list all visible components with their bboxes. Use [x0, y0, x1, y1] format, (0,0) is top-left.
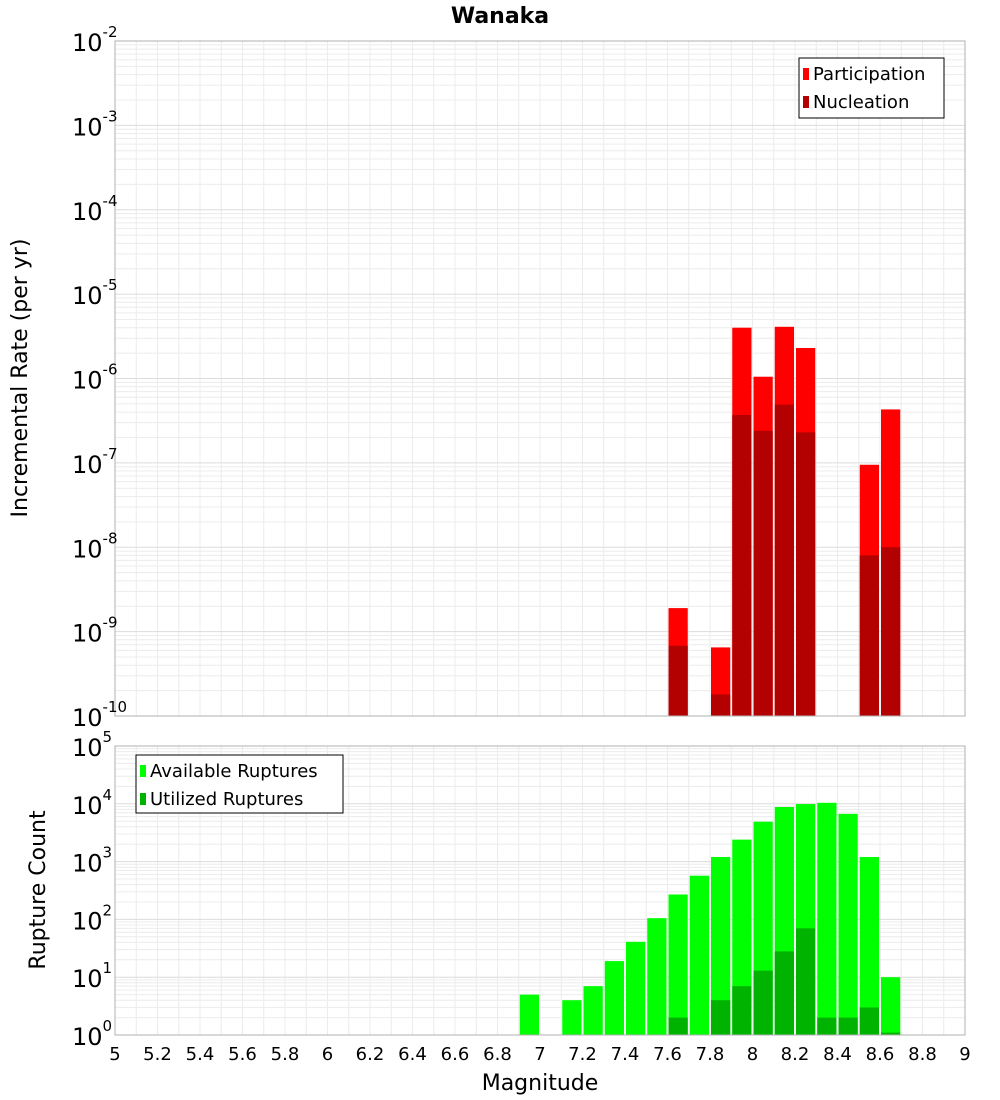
x-tick-label: 6.6 [441, 1044, 470, 1065]
y-tick-label: 102 [72, 901, 112, 935]
count-utilized-ruptures-bar [753, 970, 773, 1035]
y-tick-label: 10-3 [72, 107, 118, 141]
legend-box [135, 754, 344, 814]
x-tick-label: 7.6 [653, 1044, 682, 1065]
top-y-axis-label: Incremental Rate (per yr) [8, 239, 33, 518]
x-tick-label: 8 [747, 1044, 758, 1065]
y-tick-label: 103 [72, 844, 112, 878]
count-utilized-ruptures-bar [796, 928, 816, 1035]
legend-box [798, 57, 945, 119]
count-available-ruptures-bar [562, 1000, 582, 1035]
count-utilized-ruptures-bar [881, 1032, 901, 1035]
x-axis-label: Magnitude [482, 1071, 599, 1096]
legend-label: Utilized Ruptures [150, 789, 303, 810]
y-tick-label: 10-2 [72, 23, 118, 57]
x-tick-label: 8.6 [866, 1044, 895, 1065]
count-available-ruptures-bar [604, 961, 624, 1035]
count-utilized-ruptures-bar [732, 986, 752, 1035]
count-available-ruptures-bar [881, 977, 901, 1035]
rate-nucleation-bar [796, 432, 816, 716]
x-tick-label: 5.6 [228, 1044, 257, 1065]
x-tick-label: 9 [959, 1044, 970, 1065]
rate-nucleation-bar [711, 694, 731, 716]
y-tick-label: 10-10 [72, 698, 127, 732]
x-tick-label: 6.4 [398, 1044, 427, 1065]
rate-nucleation-bar [753, 430, 773, 716]
x-tick-label: 7.8 [696, 1044, 725, 1065]
count-utilized-ruptures-bar [859, 1007, 879, 1035]
count-available-ruptures-bar [626, 941, 646, 1035]
count-available-ruptures-bar [859, 857, 879, 1035]
x-tick-label: 7 [534, 1044, 545, 1065]
legend-label: Available Ruptures [150, 761, 318, 782]
x-tick-label: 5.8 [271, 1044, 300, 1065]
legend-2: Available Ruptures Utilized Ruptures [135, 754, 344, 814]
plot-frame-1 [114, 40, 966, 717]
legend-1: Participation Nucleation [798, 57, 945, 119]
x-tick-label: 7.2 [568, 1044, 597, 1065]
x-tick-label: 7.4 [611, 1044, 640, 1065]
x-tick-label: 5.4 [186, 1044, 215, 1065]
count-available-ruptures-bar [668, 894, 688, 1035]
x-tick-label: 8.2 [781, 1044, 810, 1065]
y-tick-label: 10-7 [72, 445, 118, 479]
rate-nucleation-bar [668, 645, 688, 716]
count-available-ruptures-bar [817, 802, 837, 1035]
count-utilized-ruptures-bar [774, 951, 794, 1035]
x-tick-label: 5.2 [143, 1044, 172, 1065]
y-tick-label: 10-8 [72, 529, 118, 563]
count-utilized-ruptures-bar [817, 1017, 837, 1035]
y-tick-label: 10-9 [72, 614, 118, 648]
y-tick-label: 10-6 [72, 361, 118, 395]
y-tick-label: 105 [72, 728, 112, 762]
count-available-ruptures-bar [689, 875, 709, 1035]
count-utilized-ruptures-bar [838, 1017, 858, 1035]
y-tick-label: 104 [72, 786, 112, 820]
plot-frame-2 [114, 745, 966, 1036]
legend-label: Nucleation [813, 92, 909, 113]
rate-nucleation-bar [774, 404, 794, 716]
legend-swatch [140, 765, 146, 777]
x-tick-label: 6.8 [483, 1044, 512, 1065]
rate-nucleation-bar [881, 547, 901, 716]
rate-nucleation-bar [732, 414, 752, 716]
count-available-ruptures-bar [519, 994, 539, 1035]
count-utilized-ruptures-bar [711, 1000, 731, 1035]
y-tick-label: 10-5 [72, 276, 118, 310]
legend-swatch [803, 68, 809, 80]
y-tick-label: 100 [72, 1017, 112, 1051]
rate-nucleation-bar [859, 555, 879, 716]
x-tick-label: 5 [109, 1044, 120, 1065]
count-available-ruptures-bar [711, 857, 731, 1035]
x-tick-label: 8.4 [823, 1044, 852, 1065]
legend-label: Participation [813, 64, 925, 85]
chart-title: Wanaka [451, 4, 549, 29]
count-available-ruptures-bar [647, 918, 667, 1035]
bottom-y-axis-label: Rupture Count [26, 810, 51, 970]
y-tick-label: 101 [72, 959, 112, 993]
count-available-ruptures-bar [583, 986, 603, 1035]
count-utilized-ruptures-bar [668, 1017, 688, 1035]
legend-swatch [140, 793, 146, 805]
x-tick-label: 8.8 [908, 1044, 937, 1065]
legend-swatch [803, 96, 809, 108]
x-tick-label: 6.2 [356, 1044, 385, 1065]
y-tick-label: 10-4 [72, 192, 118, 226]
count-available-ruptures-bar [838, 813, 858, 1035]
x-tick-label: 6 [322, 1044, 333, 1065]
